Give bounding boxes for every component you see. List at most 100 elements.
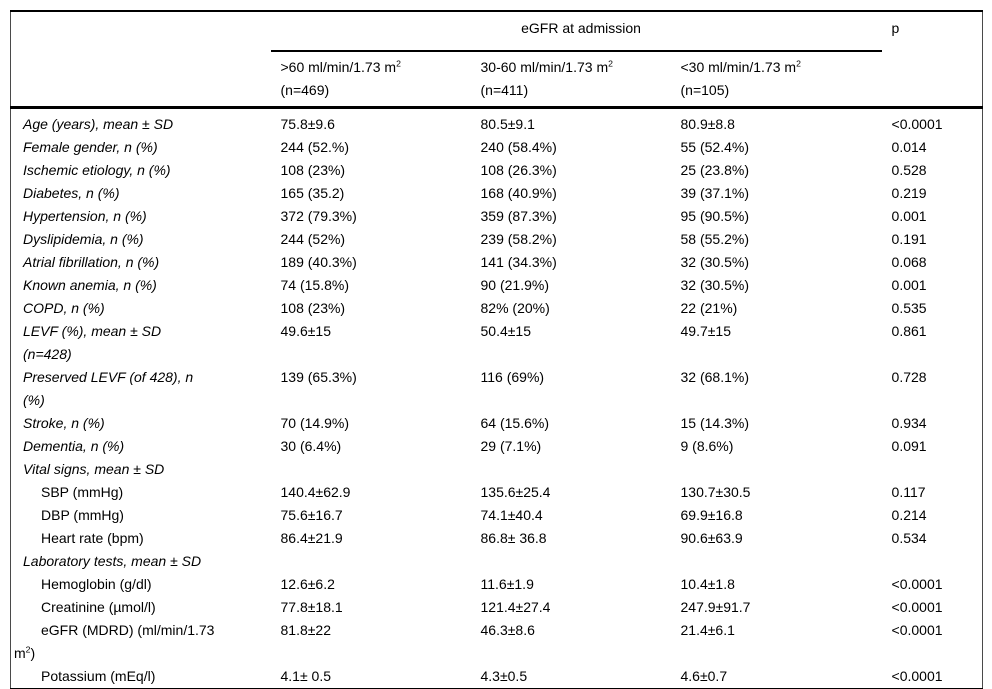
p-value-cell: 0.001 [891,277,927,293]
value-cell: 82% (20%) [480,300,550,316]
value-cell: 240 (58.4%) [480,139,557,155]
p-value-cell: 0.528 [891,162,927,178]
value-cell: 11.6±1.9 [480,576,534,592]
table-row: Preserved LEVF (of 428), n (%) 139 (65.3%)… [11,366,983,412]
row-label: Laboratory tests, mean ± SD [23,553,202,569]
table-row: eGFR (MDRD) (ml/min/1.73 m2) 81.8±22 46.3±8… [11,619,983,665]
p-value-cell: 0.001 [891,208,927,224]
table-row: Ischemic etiology, n (%) 108 (23%) 108 (26… [11,159,983,182]
value-cell: 108 (23%) [280,300,346,316]
value-cell [671,550,882,573]
value-cell: 21.4±6.1 [680,622,735,638]
value-cell [471,550,671,573]
p-value-cell: 0.191 [891,231,927,247]
table-row: Diabetes, n (%) 165 (35.2) 168 (40.9%) 39 (… [11,182,983,205]
egfr-admission-table: eGFR at admission p >60 ml/min/1.73 m2 (n… [10,10,984,689]
row-label: Dementia, n (%) [23,438,125,454]
row-label: DBP (mmHg) [41,507,124,523]
value-cell: 121.4±27.4 [480,599,551,615]
value-cell: 4.6±0.7 [680,668,728,684]
value-cell: 49.7±15 [680,323,732,339]
value-cell: 32 (30.5%) [680,277,749,293]
row-label: Creatinine (µmol/l) [41,599,156,615]
value-cell: 141 (34.3%) [480,254,557,270]
value-cell: 372 (79.3%) [280,208,357,224]
p-value-cell: 0.728 [891,369,927,385]
row-label: COPD, n (%) [23,300,105,316]
value-cell: 244 (52%) [280,231,346,247]
p-value-cell: 0.861 [891,323,927,339]
value-cell: 80.5±9.1 [480,116,535,132]
value-cell: 74.1±40.4 [480,507,543,523]
table-row: Potassium (mEq/l) 4.1± 0.5 4.3±0.5 4.6±0.7 <… [11,665,983,689]
value-cell [271,550,471,573]
value-cell [671,458,882,481]
value-cell: 165 (35.2) [280,185,345,201]
table-row: Vital signs, mean ± SD [11,458,983,481]
row-label: Age (years), mean ± SD [23,116,174,132]
empty-header-cell [11,51,271,108]
p-value-cell: <0.0001 [891,576,943,592]
value-cell: 50.4±15 [480,323,532,339]
value-cell: 69.9±16.8 [680,507,743,523]
value-cell [271,458,471,481]
value-cell: 108 (23%) [280,162,346,178]
table-row: Creatinine (µmol/l) 77.8±18.1 121.4±27.4 24… [11,596,983,619]
p-value-cell: 0.117 [891,484,926,500]
row-label: Preserved LEVF (of 428), n (%) [23,369,194,408]
row-label: Female gender, n (%) [23,139,158,155]
column-header-2: 30-60 ml/min/1.73 m2 (n=411) [480,58,613,98]
value-cell: 95 (90.5%) [680,208,749,224]
value-cell: 70 (14.9%) [280,415,349,431]
value-cell: 359 (87.3%) [480,208,557,224]
value-cell: 46.3±8.6 [480,622,535,638]
value-cell: 140.4±62.9 [280,484,351,500]
column-header-3: <30 ml/min/1.73 m2 (n=105) [680,58,801,98]
value-cell: 139 (65.3%) [280,369,357,385]
value-cell: 77.8±18.1 [280,599,343,615]
p-column-header: p [891,20,900,36]
value-cell: 86.8± 36.8 [480,530,547,546]
row-label: LEVF (%), mean ± SD (n=428) [23,323,162,362]
row-label: Diabetes, n (%) [23,185,120,201]
value-cell: 75.6±16.7 [280,507,343,523]
value-cell: 189 (40.3%) [280,254,357,270]
value-cell: 15 (14.3%) [680,415,749,431]
row-label: Heart rate (bpm) [41,530,144,546]
row-label: Potassium (mEq/l) [41,668,156,684]
row-label: eGFR (MDRD) (ml/min/1.73 m2) [14,622,215,661]
value-cell: 90 (21.9%) [480,277,549,293]
table-row: Female gender, n (%) 244 (52.%) 240 (58.4%… [11,136,983,159]
table-row: Dementia, n (%) 30 (6.4%) 29 (7.1%) 9 (8.6%… [11,435,983,458]
p-value-cell [882,458,983,481]
table-row: Heart rate (bpm) 86.4±21.9 86.8± 36.8 90.6±… [11,527,983,550]
table-row: DBP (mmHg) 75.6±16.7 74.1±40.4 69.9±16.8 0.2… [11,504,983,527]
p-value-cell: <0.0001 [891,599,943,615]
table-row: Hemoglobin (g/dl) 12.6±6.2 11.6±1.9 10.4±1.… [11,573,983,596]
value-cell: 9 (8.6%) [680,438,734,454]
value-cell: 4.1± 0.5 [280,668,332,684]
table-row: Dyslipidemia, n (%) 244 (52%) 239 (58.2%) 5… [11,228,983,251]
p-value-cell: 0.014 [891,139,927,155]
value-cell: 80.9±8.8 [680,116,735,132]
value-cell: 90.6±63.9 [680,530,743,546]
row-label: Hemoglobin (g/dl) [41,576,152,592]
row-label: Ischemic etiology, n (%) [23,162,171,178]
value-cell: 74 (15.8%) [280,277,349,293]
value-cell: 55 (52.4%) [680,139,749,155]
value-cell: 10.4±1.8 [680,576,735,592]
value-cell: 32 (30.5%) [680,254,749,270]
value-cell: 135.6±25.4 [480,484,551,500]
p-value-cell: <0.0001 [891,668,943,684]
value-cell: 75.8±9.6 [280,116,335,132]
column-header-1: >60 ml/min/1.73 m2 (n=469) [280,58,401,98]
value-cell: 29 (7.1%) [480,438,542,454]
value-cell: 130.7±30.5 [680,484,751,500]
p-value-cell: 0.091 [891,438,927,454]
p-value-cell: 0.219 [891,185,927,201]
value-cell: 32 (68.1%) [680,369,749,385]
p-value-cell: <0.0001 [891,622,943,638]
table-row: LEVF (%), mean ± SD (n=428) 49.6±15 50.4±15… [11,320,983,366]
value-cell: 244 (52.%) [280,139,349,155]
table-row: Laboratory tests, mean ± SD [11,550,983,573]
